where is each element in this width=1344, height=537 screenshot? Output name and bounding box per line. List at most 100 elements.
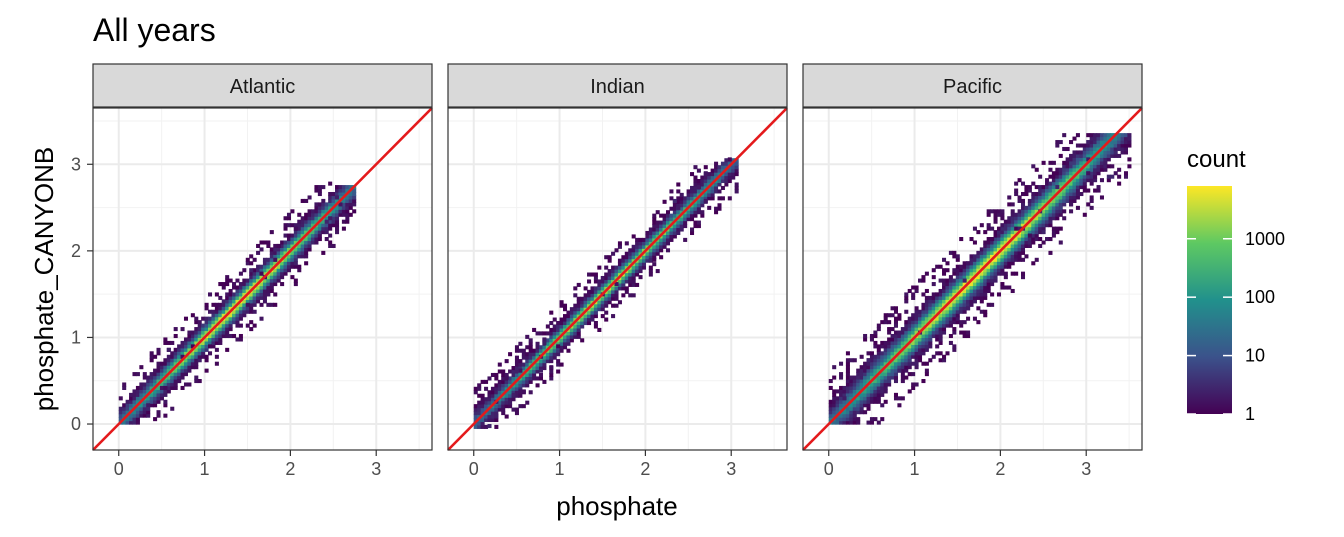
heatmap-bin (494, 376, 499, 381)
heatmap-bin (1020, 212, 1026, 217)
heatmap-bin (873, 330, 878, 335)
heatmap-bin (1069, 209, 1074, 214)
heatmap-bin (228, 302, 233, 307)
heatmap-bin (197, 347, 202, 352)
heatmap-bin (1020, 219, 1026, 224)
heatmap-bin (1017, 216, 1022, 221)
heatmap-bin (283, 257, 288, 262)
heatmap-bin (514, 359, 519, 364)
heatmap-bin (624, 286, 629, 291)
heatmap-bin (170, 379, 175, 384)
heatmap-bin (911, 330, 916, 335)
heatmap-bin (142, 392, 147, 397)
heatmap-bin (1093, 143, 1098, 148)
heatmap-bin (1127, 164, 1132, 169)
heatmap-bin (1058, 191, 1063, 197)
heatmap-bin (597, 265, 602, 270)
heatmap-bin (1000, 223, 1005, 228)
heatmap-bin (624, 272, 629, 277)
heatmap-bin (731, 172, 736, 177)
heatmap-bin (669, 217, 674, 222)
heatmap-bin (252, 271, 257, 276)
heatmap-bin (484, 407, 489, 412)
heatmap-bin (842, 385, 847, 390)
heatmap-bin (139, 382, 144, 387)
facet-strip (802, 63, 1143, 108)
heatmap-bin (1103, 157, 1108, 162)
heatmap-bin (159, 392, 164, 397)
heatmap-bin (655, 230, 660, 236)
heatmap-bin (849, 358, 854, 363)
heatmap-bin (1031, 164, 1036, 169)
heatmap-bin (866, 375, 871, 380)
heatmap-bin (676, 227, 681, 232)
heatmap-bin (159, 361, 164, 366)
heatmap-bin (341, 202, 346, 207)
heatmap-bin (611, 269, 616, 274)
heatmap-bin (269, 230, 274, 235)
heatmap-bin (972, 240, 977, 245)
heatmap-bin (952, 302, 957, 307)
heatmap-bin (593, 293, 598, 298)
heatmap-bin (590, 289, 595, 294)
heatmap-bin (1048, 209, 1053, 214)
heatmap-bin (1020, 271, 1026, 276)
heatmap-bin (856, 368, 861, 373)
heatmap-bin (900, 327, 905, 332)
heatmap-bin (146, 403, 151, 408)
heatmap-bin (314, 205, 319, 210)
heatmap-bin (924, 337, 929, 342)
heatmap-bin (993, 219, 998, 224)
heatmap-bin (1106, 157, 1111, 162)
heatmap-bin (1127, 133, 1132, 138)
heatmap-bin (1000, 216, 1005, 221)
heatmap-bin (948, 278, 953, 283)
heatmap-bin (863, 337, 868, 342)
heatmap-bin (942, 257, 947, 262)
heatmap-bin (1031, 205, 1036, 210)
heatmap-bin (173, 361, 178, 366)
heatmap-bin (1000, 243, 1005, 248)
heatmap-bin (1062, 181, 1067, 186)
heatmap-bin (693, 224, 698, 229)
heatmap-bin (1051, 160, 1056, 165)
heatmap-bin (683, 199, 688, 204)
heatmap-bin (665, 217, 671, 222)
heatmap-bin (617, 269, 622, 274)
heatmap-bin (494, 390, 499, 395)
heatmap-bin (641, 248, 646, 253)
heatmap-bin (300, 198, 305, 203)
heatmap-bin (208, 344, 213, 349)
heatmap-bin (1110, 140, 1115, 145)
heatmap-bin (166, 365, 171, 370)
heatmap-bin (262, 257, 267, 262)
heatmap-bin (852, 389, 857, 394)
heatmap-bin (249, 327, 254, 332)
heatmap-bin (845, 351, 850, 356)
heatmap-bin (1051, 171, 1056, 176)
legend-label: 100 (1245, 287, 1275, 307)
heatmap-bin (859, 379, 864, 384)
heatmap-bin (966, 306, 971, 311)
heatmap-bin (720, 185, 725, 190)
heatmap-bin (635, 272, 640, 277)
heatmap-bin (897, 330, 902, 335)
heatmap-bin (604, 303, 609, 308)
heatmap-bin (1003, 230, 1008, 235)
heatmap-bin (955, 309, 960, 314)
heatmap-bin (942, 278, 947, 283)
heatmap-bin (1031, 223, 1036, 228)
heatmap-bin (142, 406, 147, 411)
heatmap-bin (996, 230, 1001, 235)
heatmap-bin (159, 368, 164, 373)
heatmap-bin (938, 299, 943, 304)
heatmap-bin (983, 240, 988, 245)
heatmap-bin (249, 278, 254, 283)
heatmap-bin (256, 264, 261, 269)
heatmap-bin (252, 299, 257, 304)
heatmap-bin (962, 292, 967, 297)
heatmap-bin (307, 223, 312, 228)
heatmap-bin (839, 413, 844, 418)
heatmap-bin (645, 258, 650, 263)
heatmap-bin (518, 359, 523, 364)
